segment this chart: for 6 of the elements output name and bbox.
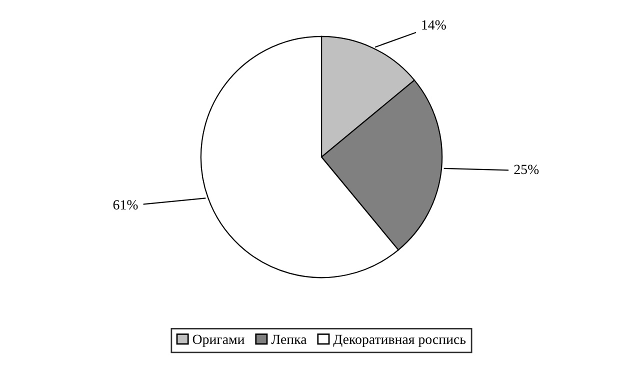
- legend-label: Декоративная роспись: [333, 334, 466, 347]
- data-label: 61%: [113, 200, 138, 210]
- data-label: 25%: [514, 164, 539, 174]
- legend-label: Лепка: [271, 334, 307, 344]
- legend-label: Оригами: [192, 334, 244, 347]
- data-label: 14%: [422, 20, 446, 30]
